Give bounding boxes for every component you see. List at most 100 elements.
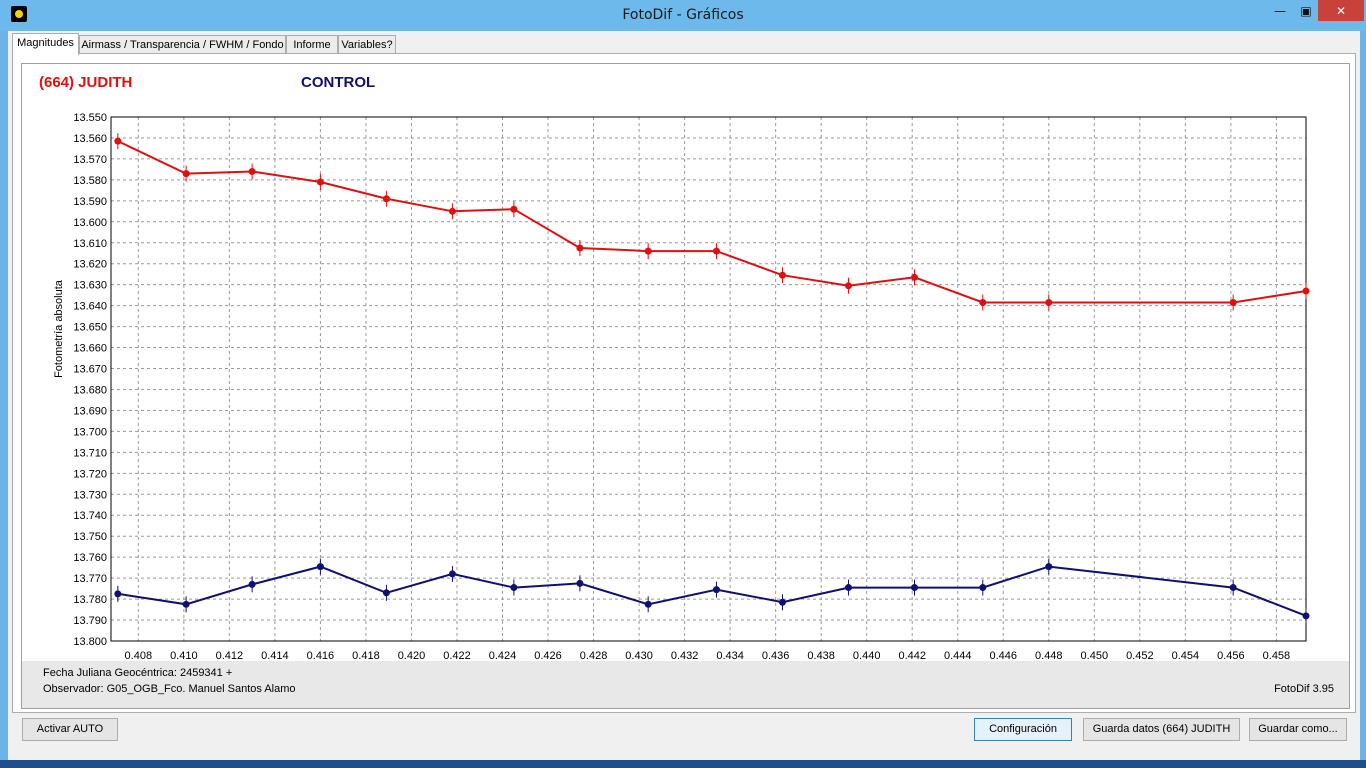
y-tick-label: 13.570: [73, 154, 107, 166]
data-point: [510, 205, 518, 213]
data-point: [114, 590, 122, 598]
y-tick-label: 13.790: [73, 615, 107, 627]
x-tick-label: 0.436: [762, 650, 790, 661]
activate-auto-button[interactable]: Activar AUTO: [22, 718, 118, 741]
x-tick-label: 0.430: [625, 650, 653, 661]
data-point: [844, 584, 852, 592]
data-point: [248, 167, 256, 175]
y-tick-label: 13.740: [73, 510, 107, 522]
data-point: [979, 298, 987, 306]
y-tick-label: 13.710: [73, 447, 107, 459]
y-tick-label: 13.680: [73, 384, 107, 396]
x-tick-label: 0.456: [1217, 650, 1245, 661]
data-point: [644, 247, 652, 255]
data-point: [712, 586, 720, 594]
data-point: [778, 598, 786, 606]
maximize-button[interactable]: ▣: [1300, 4, 1312, 18]
data-point: [1045, 298, 1053, 306]
y-tick-label: 13.780: [73, 594, 107, 606]
data-point: [712, 247, 720, 255]
y-tick-label: 13.760: [73, 552, 107, 564]
data-point: [979, 584, 987, 592]
x-tick-label: 0.428: [580, 650, 608, 661]
julian-date-label: Fecha Juliana Geocéntrica: 2459341 +: [43, 667, 233, 679]
data-point: [448, 570, 456, 578]
x-tick-label: 0.418: [352, 650, 380, 661]
x-tick-label: 0.448: [1035, 650, 1063, 661]
x-tick-label: 0.420: [398, 650, 426, 661]
x-tick-label: 0.408: [125, 650, 153, 661]
x-tick-label: 0.450: [1081, 650, 1109, 661]
y-tick-label: 13.560: [73, 133, 107, 145]
data-point: [1302, 287, 1310, 295]
x-tick-label: 0.438: [807, 650, 835, 661]
x-tick-label: 0.426: [534, 650, 562, 661]
y-tick-label: 13.630: [73, 280, 107, 292]
tab-informe[interactable]: Informe: [286, 35, 338, 54]
data-point: [382, 195, 390, 203]
data-point: [844, 282, 852, 290]
x-tick-label: 0.444: [944, 650, 972, 661]
save-as-button[interactable]: Guardar como...: [1249, 718, 1347, 741]
magnitude-chart: 13.550 13.560 13.570 13.580 13.590 13.600 13.6…: [53, 112, 1310, 661]
x-tick-label: 0.422: [443, 650, 471, 661]
series-line-1: [117, 565, 1307, 617]
data-point: [1229, 584, 1237, 592]
y-tick-label: 13.730: [73, 489, 107, 501]
y-tick-label: 13.620: [73, 259, 107, 271]
x-tick-label: 0.432: [671, 650, 699, 661]
legend-target: (664) JUDITH: [39, 74, 133, 91]
data-point: [1302, 612, 1310, 620]
data-point: [448, 207, 456, 215]
y-tick-label: 13.650: [73, 322, 107, 334]
x-tick-label: 0.424: [489, 650, 517, 661]
tab-variables[interactable]: Variables?: [338, 35, 396, 54]
y-tick-label: 13.600: [73, 217, 107, 229]
title-bar: FotoDif - Gráficos — ▣ ✕: [0, 0, 1366, 31]
data-point: [182, 170, 190, 178]
close-button[interactable]: ✕: [1318, 0, 1364, 21]
configuration-button[interactable]: Configuración: [974, 718, 1072, 741]
data-point: [248, 580, 256, 588]
y-tick-label: 13.700: [73, 426, 107, 438]
window-client: Magnitudes Airmass / Transparencia / FWH…: [8, 31, 1360, 760]
y-tick-label: 13.770: [73, 573, 107, 585]
legend-control: CONTROL: [301, 74, 376, 91]
x-tick-label: 0.446: [990, 650, 1018, 661]
y-tick-label: 13.690: [73, 405, 107, 417]
data-point: [576, 579, 584, 587]
data-point: [182, 600, 190, 608]
chart-area: 13.550 13.560 13.570 13.580 13.590 13.600 13.6…: [21, 63, 1350, 709]
x-tick-label: 0.440: [853, 650, 881, 661]
x-tick-label: 0.434: [716, 650, 744, 661]
x-tick-label: 0.416: [307, 650, 335, 661]
y-tick-label: 13.550: [73, 112, 107, 124]
taskbar: [0, 760, 1366, 768]
y-tick-label: 13.660: [73, 343, 107, 355]
x-tick-label: 0.410: [170, 650, 198, 661]
y-tick-label: 13.800: [73, 636, 107, 648]
chart-footer: Fecha Juliana Geocéntrica: 2459341 + Obs…: [22, 661, 1349, 708]
data-point: [778, 271, 786, 279]
y-tick-label: 13.590: [73, 196, 107, 208]
y-axis-label: Fotometría absoluta: [53, 279, 65, 378]
app-icon[interactable]: [11, 6, 27, 22]
x-tick-label: 0.458: [1263, 650, 1291, 661]
data-point: [910, 273, 918, 281]
y-tick-label: 13.580: [73, 175, 107, 187]
y-tick-label: 13.750: [73, 531, 107, 543]
data-point: [1229, 298, 1237, 306]
data-point: [1045, 563, 1053, 571]
y-tick-label: 13.610: [73, 238, 107, 250]
data-point: [510, 584, 518, 592]
x-tick-label: 0.452: [1126, 650, 1154, 661]
x-tick-label: 0.414: [261, 650, 289, 661]
observer-label: Observador: G05_OGB_Fco. Manuel Santos A…: [43, 683, 296, 695]
tab-airmass[interactable]: Airmass / Transparencia / FWHM / Fondo: [79, 35, 286, 54]
save-data-button[interactable]: Guarda datos (664) JUDITH: [1083, 718, 1240, 741]
data-point: [382, 589, 390, 597]
minimize-button[interactable]: —: [1274, 4, 1286, 18]
tab-magnitudes[interactable]: Magnitudes: [12, 33, 79, 55]
data-point: [910, 584, 918, 592]
x-tick-label: 0.442: [898, 650, 926, 661]
